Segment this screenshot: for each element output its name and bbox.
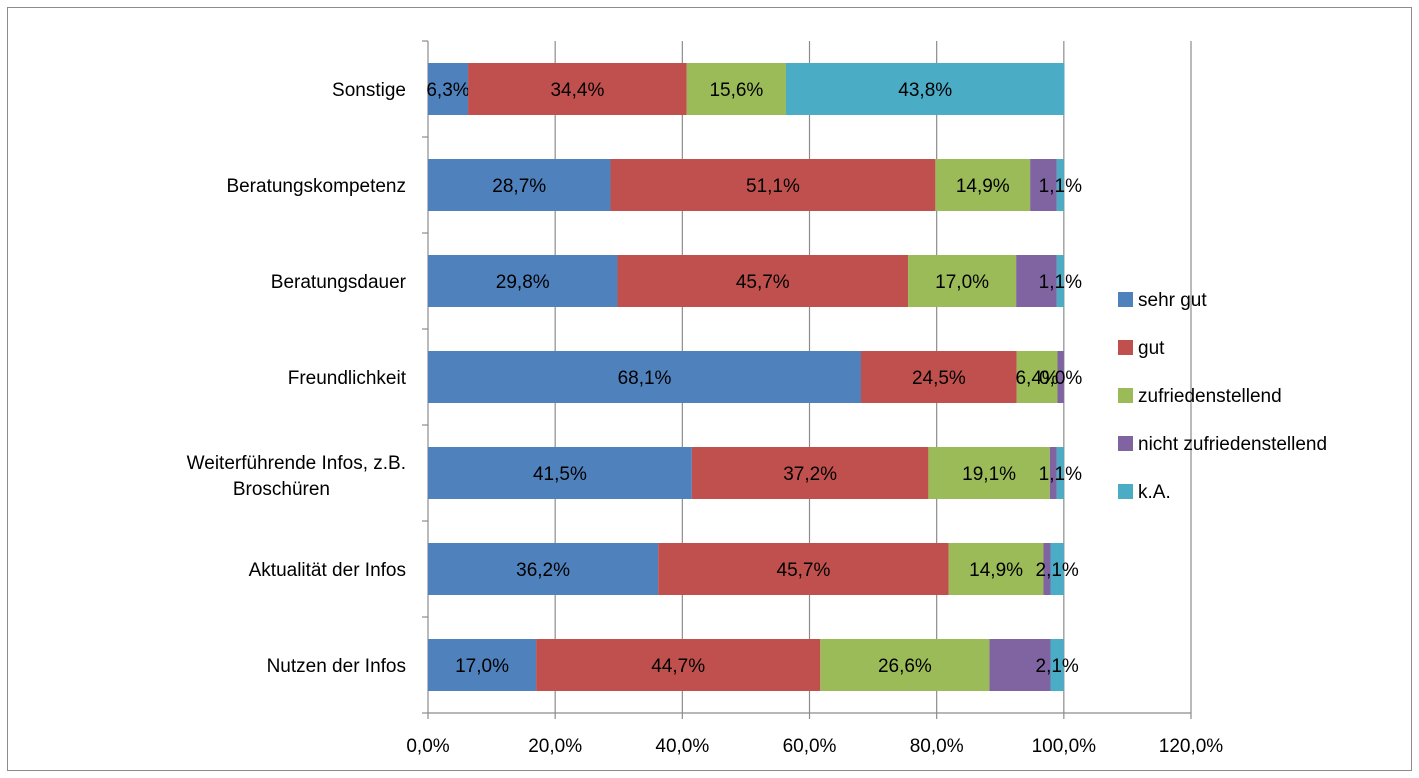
data-label: 45,7%	[777, 560, 831, 581]
data-label: 68,1%	[618, 368, 672, 389]
bar-segment	[1049, 447, 1057, 499]
bar-segment	[428, 543, 659, 595]
bar-segment	[468, 63, 687, 115]
legend-label: k.A.	[1138, 482, 1171, 503]
category-label: Beratungsdauer	[271, 272, 407, 293]
data-label: 19,1%	[962, 464, 1016, 485]
legend-swatch	[1118, 340, 1133, 355]
bar-segment	[428, 63, 469, 115]
category-label: Aktualität der Infos	[249, 560, 406, 581]
bar-segment	[428, 639, 537, 691]
legend-label: sehr gut	[1138, 290, 1207, 311]
x-tick-label: 100,0%	[1032, 736, 1097, 757]
bar-segment	[1050, 543, 1064, 595]
data-label: 14,9%	[969, 560, 1023, 581]
x-tick-label: 60,0%	[783, 736, 837, 757]
x-tick-label: 120,0%	[1159, 736, 1224, 757]
data-label: 6,4%	[1015, 368, 1058, 389]
bar-segment	[428, 447, 692, 499]
bar-segment	[536, 639, 821, 691]
legend-label: gut	[1138, 338, 1165, 359]
bar-segment	[658, 543, 949, 595]
bar-segment	[1043, 543, 1051, 595]
bar-segment	[935, 159, 1031, 211]
data-label: 43,8%	[898, 80, 952, 101]
bar-segment	[428, 255, 618, 307]
x-tick-label: 20,0%	[528, 736, 582, 757]
bar-segment	[691, 447, 929, 499]
x-tick-label: 40,0%	[655, 736, 709, 757]
data-label: 45,7%	[736, 272, 790, 293]
bar-segment	[1016, 255, 1057, 307]
data-label: 51,1%	[746, 176, 800, 197]
bar-segment	[861, 351, 1017, 403]
bar-segment	[928, 447, 1050, 499]
bar-segment	[1050, 639, 1064, 691]
category-label: Freundlichkeit	[288, 368, 407, 389]
bar-segment	[1057, 351, 1064, 403]
bar-segment	[1056, 255, 1064, 307]
bar-segment	[428, 159, 611, 211]
data-label: 0,0%	[1039, 368, 1082, 389]
bar-segment	[989, 639, 1051, 691]
data-label: 1,1%	[1039, 464, 1082, 485]
data-label: 2,1%	[1036, 656, 1079, 677]
x-tick-label: 0,0%	[406, 736, 449, 757]
data-label: 28,7%	[492, 176, 546, 197]
bar-segment	[948, 543, 1044, 595]
category-label: Nutzen der Infos	[267, 656, 406, 677]
data-label: 17,0%	[935, 272, 989, 293]
legend-swatch	[1118, 292, 1133, 307]
legend-swatch	[1118, 484, 1133, 499]
category-label: Beratungskompetenz	[226, 176, 406, 197]
data-label: 1,1%	[1039, 272, 1082, 293]
data-label: 34,4%	[550, 80, 604, 101]
bar-segment	[617, 255, 909, 307]
bar-segment	[1030, 159, 1057, 211]
bar-segment	[686, 63, 786, 115]
bar-segment	[1016, 351, 1058, 403]
data-label: 2,1%	[1036, 560, 1079, 581]
data-label: 26,6%	[878, 656, 932, 677]
data-label: 29,8%	[496, 272, 550, 293]
category-label: Sonstige	[332, 80, 406, 101]
legend-label: nicht zufriedenstellend	[1138, 434, 1327, 455]
bar-segment	[1056, 447, 1064, 499]
data-label: 37,2%	[783, 464, 837, 485]
legend-swatch	[1118, 388, 1133, 403]
data-label: 44,7%	[651, 656, 705, 677]
bar-segment	[908, 255, 1017, 307]
data-label: 24,5%	[912, 368, 966, 389]
data-label: 41,5%	[533, 464, 587, 485]
data-label: 17,0%	[455, 656, 509, 677]
data-label: 6,3%	[426, 80, 469, 101]
bar-segment	[610, 159, 936, 211]
legend-swatch	[1118, 436, 1133, 451]
chart-frame: 0,0% 20,0% 40,0% 60,0% 80,0% 100,0% 120,0% 17,0…	[7, 7, 1412, 771]
data-label: 14,9%	[956, 176, 1010, 197]
category-label: Weiterführende Infos, z.B.	[187, 453, 406, 474]
bar-segment	[785, 63, 1065, 115]
data-label: 36,2%	[516, 560, 570, 581]
category-label: Broschüren	[233, 479, 330, 500]
stacked-bar-chart: 0,0% 20,0% 40,0% 60,0% 80,0% 100,0% 120,0% 17,0…	[187, 40, 1327, 757]
x-tick-label: 80,0%	[910, 736, 964, 757]
bar-segment	[428, 351, 862, 403]
legend-label: zufriedenstellend	[1138, 386, 1282, 407]
bar-segment	[1056, 159, 1064, 211]
bar-segment	[820, 639, 990, 691]
data-label: 1,1%	[1039, 176, 1082, 197]
data-label: 15,6%	[709, 80, 763, 101]
